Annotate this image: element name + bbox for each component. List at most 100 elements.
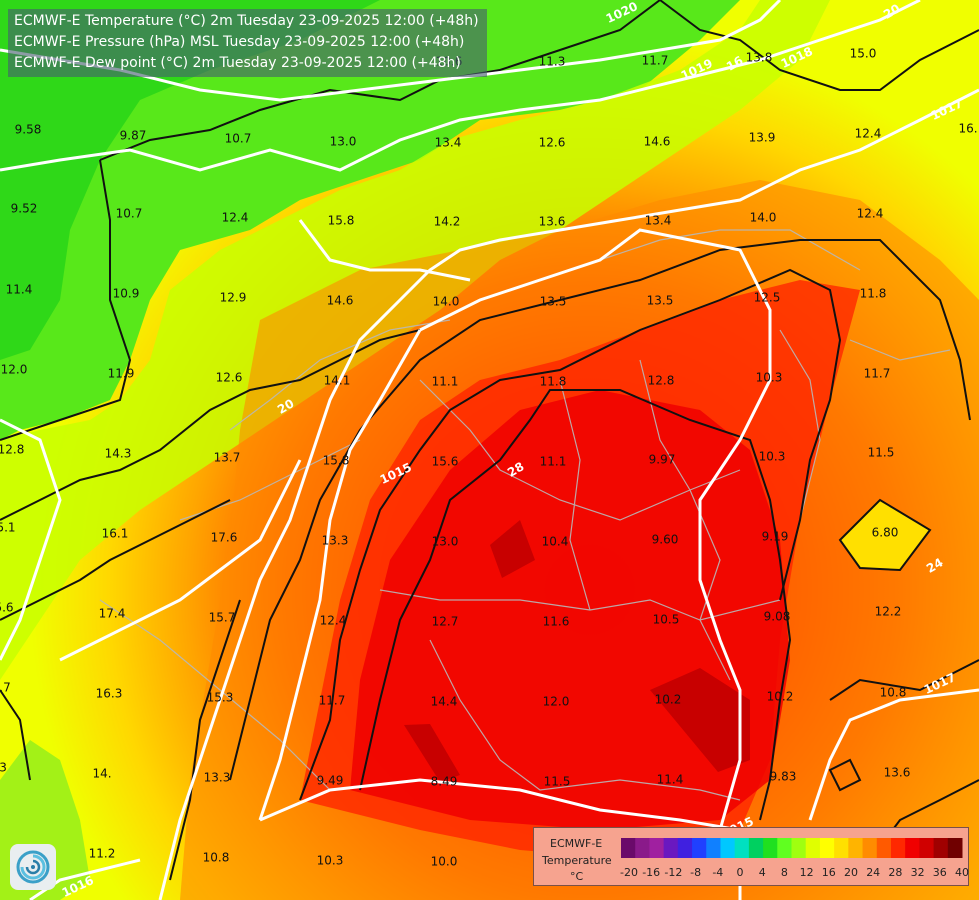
dewpoint-value: 16. [958, 122, 977, 136]
dewpoint-value: 14. [92, 767, 111, 781]
dewpoint-value: 9.83 [770, 770, 797, 784]
dewpoint-value: 14.4 [431, 695, 458, 709]
dewpoint-value: 15.3 [207, 691, 234, 705]
title-line-dewpoint: ECMWF-E Dew point (°C) 2m Tuesday 23-09-… [14, 55, 461, 71]
dewpoint-value: 14.0 [750, 211, 777, 225]
green-west-region [0, 0, 380, 360]
dewpoint-value: 13.3 [322, 534, 349, 548]
dewpoint-value: 9.49 [317, 774, 344, 788]
dark-red-patch-2 [650, 668, 750, 772]
legend-color-swatch [677, 838, 693, 858]
isotherm-lines [0, 0, 979, 881]
dewpoint-value: 9.87 [120, 129, 147, 143]
dewpoint-value: 13.0 [432, 535, 459, 549]
dewpoint-value: 9.19 [762, 530, 789, 544]
legend-color-swatch [947, 838, 963, 858]
dewpoint-value: 12.6 [539, 136, 566, 150]
dewpoint-value: 9.08 [764, 610, 791, 624]
dewpoint-value: 11.7 [864, 367, 891, 381]
dewpoint-value: 15.6 [432, 455, 459, 469]
dewpoint-value: 8.49 [431, 775, 458, 789]
dewpoint-value: 12.2 [875, 605, 902, 619]
dewpoint-value: 14.1 [324, 374, 351, 388]
legend-color-swatch [834, 838, 849, 858]
dewpoint-value: 15.8 [323, 454, 350, 468]
dewpoint-value: 14.6 [644, 135, 671, 149]
dewpoint-value: 14.0 [433, 295, 460, 309]
legend-variable: Temperature [542, 854, 612, 867]
dark-red-patch-1 [490, 520, 535, 578]
legend-color-swatch [720, 838, 736, 858]
legend-tick-label: -8 [690, 866, 701, 879]
dewpoint-value: 5.1 [0, 521, 16, 535]
dewpoint-value: 10.8 [880, 686, 907, 700]
dewpoint-value: 17.4 [99, 607, 126, 621]
legend-color-swatch [706, 838, 721, 858]
dewpoint-value: 5.6 [0, 601, 14, 615]
legend-color-swatch [763, 838, 778, 858]
dewpoint-value: 11.8 [540, 375, 567, 389]
dewpoint-value: 12.4 [855, 127, 882, 141]
dewpoint-value: 12.0 [1, 363, 28, 377]
dewpoint-value: 15.0 [850, 47, 877, 61]
legend-color-swatch [649, 838, 665, 858]
dewpoint-value: 11.2 [89, 847, 116, 861]
dewpoint-value: 11.5 [544, 775, 571, 789]
dewpoint-value: 9.60 [652, 533, 679, 547]
legend-model-name: ECMWF-E [550, 837, 603, 850]
dewpoint-value: 12.4 [857, 207, 884, 221]
legend-tick-label: 36 [933, 866, 947, 879]
dark-red-patch-3 [404, 724, 460, 782]
legend-color-swatch [919, 838, 935, 858]
dewpoint-value: 12.7 [432, 615, 459, 629]
dewpoint-value: 12.0 [543, 695, 570, 709]
legend-unit: °C [570, 870, 584, 883]
legend-tick-label: 0 [737, 866, 744, 879]
dewpoint-value: 9.97 [649, 453, 676, 467]
swirl-logo-icon [16, 850, 50, 884]
legend-tick-label: 28 [888, 866, 902, 879]
country-borders [99, 229, 951, 801]
dewpoint-value: 11.6 [543, 615, 570, 629]
dewpoint-value-group: 9.58 9.87 10.7 13.0 13.4 12.6 14.6 13.9 12.4 16. 9… [0, 47, 978, 869]
legend-color-swatch [734, 838, 750, 858]
dewpoint-value: 11.1 [432, 375, 459, 389]
legend-tick-label: -4 [712, 866, 723, 879]
dewpoint-value: 11.9 [108, 367, 135, 381]
legend-tick-label: 8 [781, 866, 788, 879]
dewpoint-value: 9.52 [11, 202, 38, 216]
dewpoint-value: 11.3 [539, 55, 566, 69]
legend-tick-label: 12 [800, 866, 814, 879]
dewpoint-value: .7 [0, 681, 11, 695]
legend-tick-label: 40 [955, 866, 969, 879]
dewpoint-value: 11.8 [860, 287, 887, 301]
legend-tick-label: 16 [822, 866, 836, 879]
legend-color-swatch [635, 838, 650, 858]
dewpoint-value: 6.80 [872, 526, 899, 540]
dewpoint-value: 13.6 [539, 215, 566, 229]
dewpoint-value: 13.9 [749, 131, 776, 145]
dewpoint-value: 11.7 [642, 54, 669, 68]
legend-color-swatch [621, 838, 636, 858]
dewpoint-value: 10.2 [767, 690, 794, 704]
legend-color-swatch [862, 838, 878, 858]
dewpoint-value: 12.4 [320, 614, 347, 628]
legend-color-swatch [876, 838, 892, 858]
dewpoint-value: 10.5 [653, 613, 680, 627]
legend-color-swatch [805, 838, 821, 858]
dewpoint-value: 9.58 [15, 123, 42, 137]
legend-tick-label: -20 [620, 866, 638, 879]
dewpoint-value: 10.3 [317, 854, 344, 868]
dewpoint-value: 13.3 [204, 771, 231, 785]
dewpoint-value: 14.2 [434, 215, 461, 229]
legend-color-swatch [791, 838, 807, 858]
dewpoint-value: 12.8 [0, 443, 24, 457]
title-line-temperature: ECMWF-E Temperature (°C) 2m Tuesday 23-0… [14, 13, 479, 29]
legend-color-swatch [777, 838, 792, 858]
provider-logo [10, 844, 56, 890]
dewpoint-value: 13.4 [435, 136, 462, 150]
dewpoint-value: 15.8 [328, 214, 355, 228]
dewpoint-value: 13.6 [884, 766, 911, 780]
legend-color-swatch [890, 838, 906, 858]
